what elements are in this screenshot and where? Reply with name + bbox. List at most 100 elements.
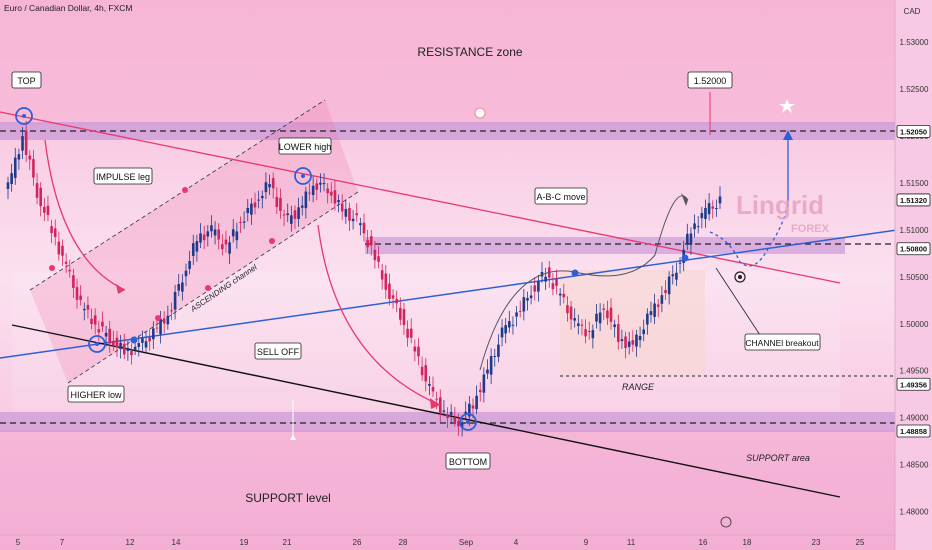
candle-body xyxy=(420,366,424,376)
candle-body xyxy=(449,412,453,415)
candle-body xyxy=(660,295,664,304)
candle-body xyxy=(409,328,413,338)
candle-body xyxy=(508,321,511,328)
flash-icon[interactable] xyxy=(720,516,732,528)
candle-body xyxy=(627,341,631,347)
channel-touch-1 xyxy=(182,187,188,193)
candle-body xyxy=(162,318,166,324)
support-pointer-head xyxy=(290,434,296,440)
candle-body xyxy=(130,350,133,356)
candle-body xyxy=(515,312,518,317)
price-tag: 1.52050 xyxy=(896,125,931,138)
candle-body xyxy=(486,369,489,374)
trend-touch-2 xyxy=(571,269,579,277)
candle-body xyxy=(573,318,576,321)
candle-body xyxy=(718,196,722,204)
candle-body xyxy=(104,332,108,337)
y-tick-label: 1.50000 xyxy=(900,320,929,329)
candle-body xyxy=(122,343,126,355)
candle-body xyxy=(50,226,53,234)
candle-body xyxy=(166,315,170,325)
candle-body xyxy=(417,346,420,357)
lower-high-marker xyxy=(294,167,312,185)
svg-text:1.50800: 1.50800 xyxy=(900,245,927,254)
candle-body xyxy=(112,340,115,346)
candle-body xyxy=(555,278,558,286)
x-tick-label: Sep xyxy=(459,538,474,547)
candle-body xyxy=(330,191,333,196)
candle-body xyxy=(380,270,384,280)
candle-body xyxy=(391,295,395,299)
candle-body xyxy=(115,337,119,348)
candle-body xyxy=(86,304,90,310)
candle-body xyxy=(35,183,39,198)
candle-body xyxy=(656,304,660,307)
svg-text:1.48858: 1.48858 xyxy=(900,427,927,436)
candle-body xyxy=(435,398,438,400)
x-tick-label: 16 xyxy=(699,538,708,547)
candle-body xyxy=(544,276,547,282)
candle-body xyxy=(39,187,42,207)
svg-text:SELL OFF: SELL OFF xyxy=(257,347,300,357)
candle-body xyxy=(580,324,584,326)
trend-touch-3 xyxy=(681,254,689,262)
candle-body xyxy=(406,328,409,338)
x-tick-label: 5 xyxy=(16,538,21,547)
candle-body xyxy=(79,295,82,300)
candle-body xyxy=(32,159,35,178)
candle-body xyxy=(304,191,308,209)
candle-body xyxy=(24,130,28,155)
candles-group xyxy=(6,120,722,437)
candle-body xyxy=(97,329,101,333)
svg-text:BOTTOM: BOTTOM xyxy=(449,457,487,467)
candle-body xyxy=(366,239,369,248)
candle-body xyxy=(388,283,391,299)
candle-body xyxy=(671,274,675,277)
y-tick-label: 1.48000 xyxy=(900,508,929,517)
candle-body xyxy=(184,270,188,277)
candle-body xyxy=(213,229,217,236)
svg-text:1.52050: 1.52050 xyxy=(900,127,927,136)
candle-body xyxy=(264,182,268,193)
candle-body xyxy=(638,335,642,341)
y-tick-label: 1.50500 xyxy=(900,273,929,282)
candle-body xyxy=(587,331,591,333)
brand-sub: FOREX xyxy=(791,223,830,235)
candle-body xyxy=(333,190,337,204)
support-zone-band xyxy=(0,430,895,550)
x-tick-label: 28 xyxy=(399,538,408,547)
x-tick-label: 7 xyxy=(60,538,65,547)
candle-body xyxy=(362,222,366,234)
candle-body xyxy=(489,356,493,375)
svg-text:1.52000: 1.52000 xyxy=(694,76,727,86)
candle-body xyxy=(177,284,181,291)
resistance-zone-rect xyxy=(0,122,895,140)
candle-body xyxy=(468,403,471,417)
label-breakout: CHANNEl breakout xyxy=(744,333,821,351)
candle-body xyxy=(181,282,184,292)
label-lower-high: LOWER high xyxy=(278,137,332,155)
candle-body xyxy=(315,183,319,190)
y-tick-label: 1.53000 xyxy=(900,38,929,47)
event-icon[interactable] xyxy=(474,107,486,119)
svg-text:A-B-C move: A-B-C move xyxy=(536,192,585,202)
candle-body xyxy=(43,206,46,213)
descending-resistance-line xyxy=(0,111,841,284)
label-top: TOP xyxy=(11,71,42,89)
candle-body xyxy=(482,374,486,393)
candle-body xyxy=(61,245,64,256)
support-area-label: SUPPORT area xyxy=(746,453,810,463)
price-tag: 1.48858 xyxy=(896,424,931,438)
candle-body xyxy=(511,324,515,326)
candle-body xyxy=(170,310,173,312)
eye-icon[interactable] xyxy=(734,271,746,283)
candle-body xyxy=(598,312,602,324)
candle-body xyxy=(562,293,566,298)
candle-body xyxy=(678,262,682,264)
candle-body xyxy=(606,310,609,319)
higher-low-marker xyxy=(88,335,106,353)
y-tick-label: 1.51500 xyxy=(900,179,929,188)
channel-touch-5 xyxy=(155,315,161,321)
svg-text:LOWER high: LOWER high xyxy=(279,142,332,152)
